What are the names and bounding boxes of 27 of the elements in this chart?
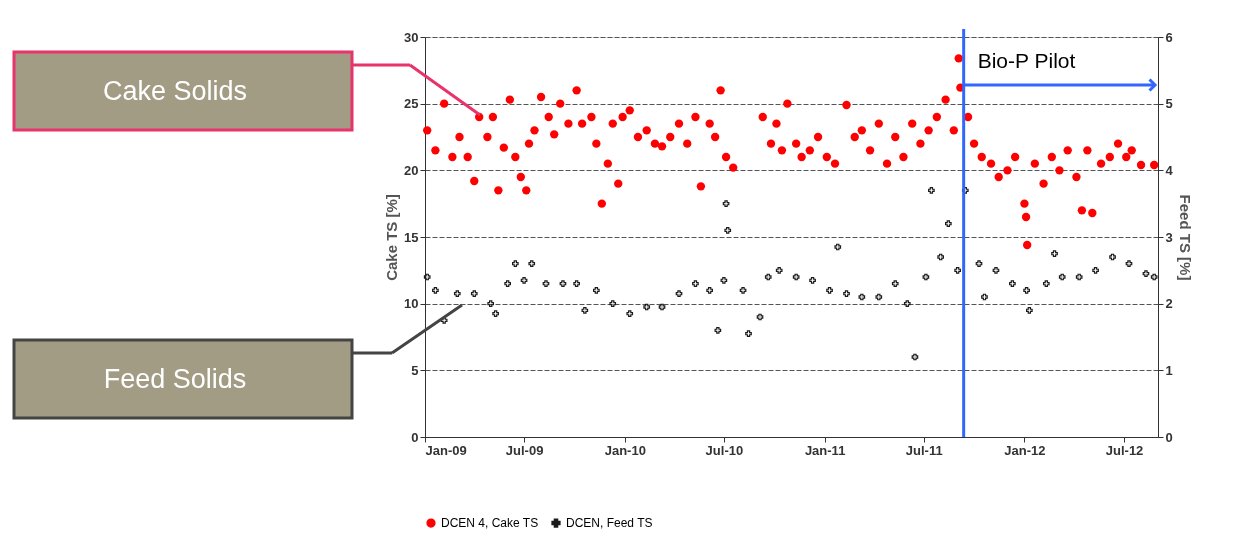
x-tick-label: Jan-10 (604, 442, 646, 458)
x-tick-label: Jan-09 (425, 442, 467, 458)
x-tick-label: Jul-11 (905, 442, 943, 458)
y-tick-label: 20 (404, 162, 419, 178)
legend-label: DCEN 4, Cake TS (441, 516, 539, 531)
y2-tick-label: 0 (1165, 429, 1173, 445)
y2-tick-label: 3 (1165, 229, 1173, 245)
x-tick-label: Jan-12 (1004, 442, 1046, 458)
x-tick-label: Jul-12 (1105, 442, 1144, 458)
legend-label: DCEN, Feed TS (566, 516, 653, 531)
y-axis-title: Cake TS [%] (383, 194, 401, 281)
y-tick-label: 30 (404, 29, 419, 45)
y2-tick-label: 4 (1165, 162, 1174, 178)
x-tick-label: Jan-11 (804, 442, 846, 458)
y2-axis-title: Feed TS [%] (1176, 194, 1194, 281)
y2-tick-label: 2 (1165, 296, 1173, 312)
y2-tick-label: 6 (1165, 29, 1173, 45)
y-tick-label: 5 (411, 362, 419, 378)
x-tick-label: Jul-10 (705, 442, 744, 458)
text: Cake Solids (102, 76, 248, 106)
y2-tick-label: 5 (1165, 96, 1173, 112)
ref-line-label: Bio-P Pilot (977, 49, 1076, 72)
y2-tick-label: 1 (1165, 362, 1173, 378)
y-tick-label: 0 (411, 429, 419, 445)
y-tick-label: 15 (404, 229, 419, 245)
x-tick-label: Jul-09 (505, 442, 544, 458)
text: Feed Solids (103, 364, 247, 394)
